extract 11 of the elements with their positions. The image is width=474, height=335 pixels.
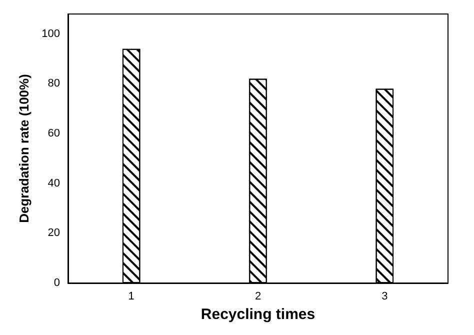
y-tick-label: 60 — [48, 128, 60, 140]
x-tick-label: 2 — [254, 290, 262, 302]
y-tick-label: 40 — [48, 177, 60, 190]
x-tick-label: 1 — [128, 290, 134, 302]
y-tick-label: 20 — [48, 227, 60, 240]
y-axis-title: Degradation rate (100%) — [16, 74, 32, 223]
y-tick-label: 0 — [54, 277, 60, 289]
y-tick-label: 80 — [48, 78, 60, 90]
x-axis-title: Recycling times — [200, 306, 316, 323]
x-tick-label: 3 — [382, 290, 388, 302]
y-tick-label: 100 — [42, 28, 60, 40]
